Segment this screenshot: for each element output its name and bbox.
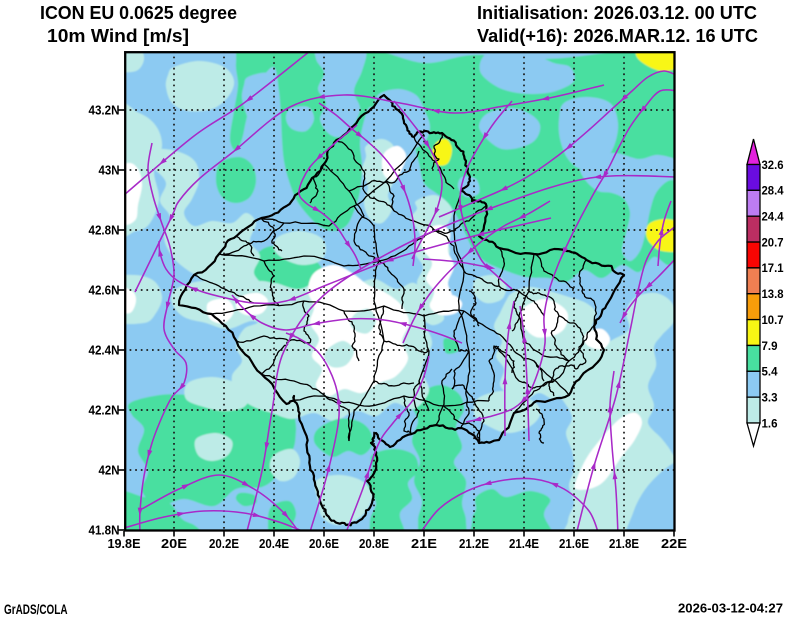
- svg-text:20.8E: 20.8E: [359, 536, 389, 551]
- svg-text:21.4E: 21.4E: [509, 536, 539, 551]
- svg-text:19.8E: 19.8E: [108, 536, 141, 551]
- svg-text:20E: 20E: [161, 536, 187, 551]
- svg-text:10.7: 10.7: [762, 313, 784, 327]
- svg-text:43N: 43N: [99, 164, 120, 178]
- svg-text:42.4N: 42.4N: [89, 344, 120, 358]
- svg-text:22E: 22E: [661, 536, 687, 551]
- svg-text:42.8N: 42.8N: [89, 224, 120, 238]
- svg-text:28.4: 28.4: [762, 184, 784, 198]
- svg-text:ICON EU 0.0625 degree: ICON EU 0.0625 degree: [40, 3, 237, 23]
- svg-text:42.2N: 42.2N: [89, 404, 120, 418]
- svg-text:24.4: 24.4: [762, 210, 784, 224]
- svg-text:43.2N: 43.2N: [89, 104, 120, 118]
- svg-text:21.6E: 21.6E: [559, 536, 589, 551]
- svg-text:21E: 21E: [411, 536, 437, 551]
- svg-text:32.6: 32.6: [762, 158, 784, 172]
- svg-text:20.4E: 20.4E: [259, 536, 289, 551]
- svg-text:42.6N: 42.6N: [89, 284, 120, 298]
- svg-text:Initialisation: 2026.03.12. 00: Initialisation: 2026.03.12. 00 UTC: [477, 3, 757, 23]
- svg-text:21.8E: 21.8E: [609, 536, 639, 551]
- svg-text:5.4: 5.4: [762, 365, 778, 379]
- svg-text:10m Wind [m/s]: 10m Wind [m/s]: [47, 26, 189, 46]
- svg-text:2026-03-12-04:27: 2026-03-12-04:27: [678, 601, 783, 616]
- svg-text:42N: 42N: [99, 464, 120, 478]
- svg-text:1.6: 1.6: [762, 416, 778, 430]
- svg-text:20.2E: 20.2E: [209, 536, 239, 551]
- svg-text:17.1: 17.1: [762, 261, 784, 275]
- svg-text:GrADS/COLA: GrADS/COLA: [4, 601, 68, 617]
- svg-text:7.9: 7.9: [762, 339, 778, 353]
- svg-text:41.8N: 41.8N: [89, 524, 120, 538]
- svg-text:Valid(+16): 2026.MAR.12. 16 UT: Valid(+16): 2026.MAR.12. 16 UTC: [477, 26, 758, 46]
- svg-text:20.6E: 20.6E: [309, 536, 339, 551]
- svg-text:3.3: 3.3: [762, 390, 778, 404]
- svg-text:13.8: 13.8: [762, 287, 784, 301]
- svg-text:21.2E: 21.2E: [459, 536, 489, 551]
- svg-text:20.7: 20.7: [762, 235, 784, 249]
